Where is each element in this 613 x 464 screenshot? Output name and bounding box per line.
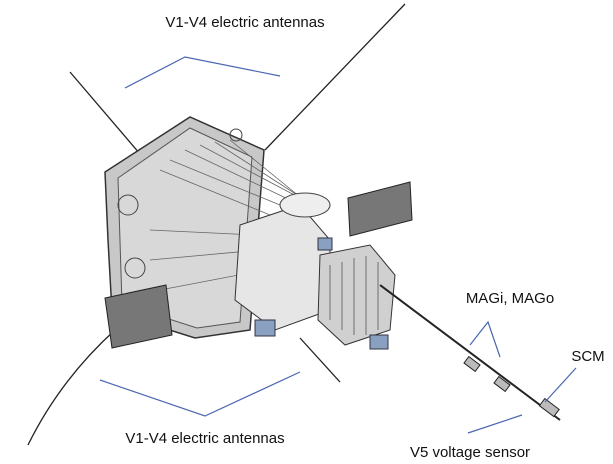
antenna-dish: [279, 192, 331, 218]
label: MAGi, MAGo: [466, 290, 554, 307]
component: [369, 334, 389, 350]
bus: [234, 204, 331, 331]
pointer: [469, 320, 501, 358]
magnetometer: [493, 375, 511, 393]
fixture: [124, 257, 146, 279]
pointer: [124, 56, 281, 89]
fixture: [117, 194, 139, 216]
label: V1-V4 electric antennas: [165, 14, 324, 31]
component: [317, 237, 333, 251]
antenna: [27, 329, 116, 446]
scm-sensor: [538, 397, 560, 418]
component: [254, 319, 276, 337]
pointer: [544, 367, 577, 403]
fixture: [229, 128, 243, 142]
solar-panel: [104, 284, 173, 349]
label: V1-V4 electric antennas: [125, 430, 284, 447]
solar-panel: [347, 181, 413, 237]
magnetometer: [463, 355, 481, 373]
pointer: [99, 371, 301, 417]
deck-lines: [329, 256, 379, 335]
antenna: [264, 3, 406, 151]
boom: [379, 284, 561, 421]
pointer: [467, 414, 523, 434]
spacecraft: [27, 3, 561, 446]
label: SCM: [571, 348, 604, 365]
antenna: [299, 337, 341, 383]
label: V5 voltage sensor: [410, 444, 530, 461]
instrument-deck: [317, 244, 396, 346]
